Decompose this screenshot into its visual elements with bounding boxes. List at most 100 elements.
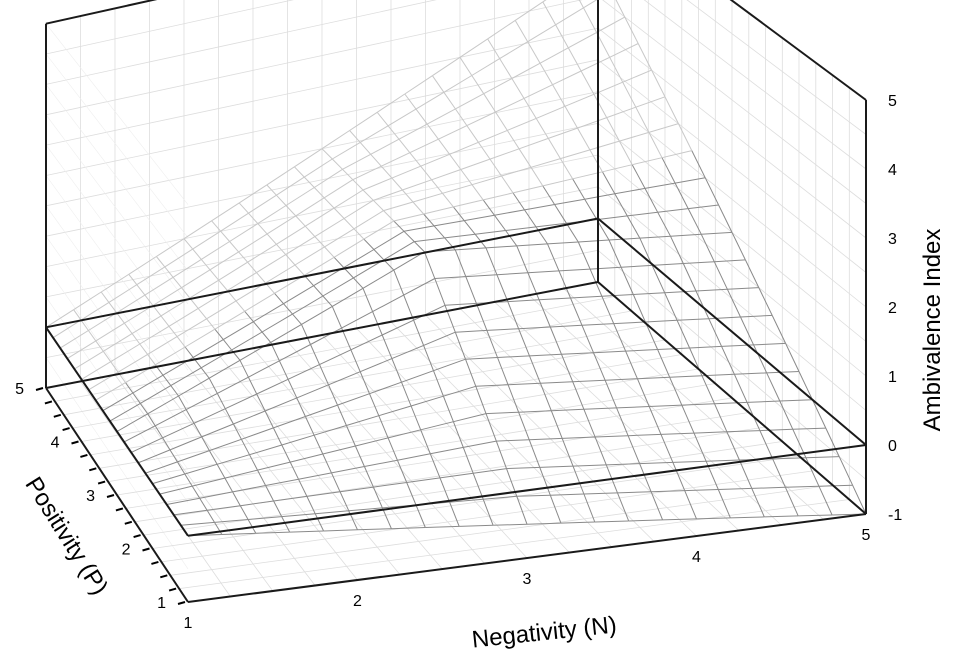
mesh-line	[506, 130, 520, 150]
mesh-line	[139, 325, 170, 345]
mesh-line	[238, 251, 248, 263]
mesh-line	[483, 93, 496, 113]
mesh-line	[486, 330, 498, 358]
mesh-line	[727, 287, 759, 290]
back-wall-gridline	[45, 249, 599, 358]
mesh-line	[496, 272, 528, 276]
mesh-line	[319, 364, 329, 386]
mesh-line	[383, 241, 415, 261]
mesh-line	[568, 32, 597, 49]
mesh-line	[306, 496, 316, 514]
mesh-line	[714, 403, 728, 433]
mesh-line	[184, 328, 216, 348]
mesh-line	[313, 434, 324, 455]
mesh-line	[346, 415, 379, 426]
mesh-line	[322, 453, 332, 474]
mesh-line	[200, 367, 210, 379]
mesh-line	[273, 500, 283, 517]
mesh-line	[341, 311, 373, 329]
mesh-line	[328, 371, 361, 386]
mesh-line	[402, 189, 414, 203]
mesh-line	[232, 423, 242, 440]
mesh-line	[415, 108, 428, 125]
mesh-line	[695, 290, 710, 319]
mesh-line	[281, 516, 291, 533]
mesh-line	[74, 350, 104, 370]
mesh-line	[321, 130, 350, 150]
mesh-line	[266, 166, 295, 186]
mesh-line	[130, 437, 163, 453]
mesh-line	[373, 230, 405, 250]
mesh-line	[539, 62, 554, 85]
mesh-line	[199, 497, 208, 511]
mesh-line	[287, 379, 298, 399]
mesh-line	[313, 285, 324, 297]
mesh-line	[675, 177, 706, 184]
left-wall-gridline	[45, 84, 189, 271]
mesh-line	[518, 148, 532, 168]
mesh-line	[465, 276, 477, 304]
mesh-line	[639, 461, 673, 465]
mesh-line	[542, 178, 573, 187]
mesh-line	[52, 319, 82, 339]
mesh-line	[110, 343, 141, 363]
mesh-line	[483, 78, 513, 95]
y-tick-mark	[97, 480, 106, 485]
z-tick-label: 5	[888, 93, 897, 110]
mesh-line	[648, 123, 679, 133]
mesh-line	[208, 450, 218, 465]
mesh-line	[818, 486, 833, 516]
mesh-line	[315, 510, 349, 515]
mesh-line	[328, 384, 338, 406]
mesh-line	[199, 491, 233, 499]
mesh-line	[838, 456, 854, 486]
floor-gridline	[72, 325, 649, 429]
mesh-line	[695, 288, 728, 292]
mesh-line	[560, 149, 591, 160]
mesh-line	[238, 233, 268, 253]
mesh-line	[714, 401, 748, 405]
mesh-line	[485, 413, 497, 442]
back-wall-gridline	[45, 0, 583, 116]
mesh-line	[464, 214, 495, 222]
mesh-line	[214, 519, 249, 523]
mesh-line	[619, 131, 650, 142]
mesh-line	[536, 105, 566, 119]
z-tick-label: 4	[888, 162, 897, 179]
mesh-line	[507, 301, 520, 329]
mesh-line	[609, 43, 639, 58]
mesh-line	[482, 499, 494, 526]
mesh-line	[295, 197, 325, 217]
mesh-line	[555, 24, 569, 49]
mesh-line	[248, 360, 280, 378]
mesh-line	[708, 316, 741, 320]
mesh-line	[266, 215, 296, 235]
mesh-line	[764, 515, 799, 518]
mesh-line	[459, 57, 473, 76]
mesh-line	[560, 521, 595, 524]
mesh-line	[412, 201, 424, 215]
mesh-line	[206, 318, 216, 330]
mesh-line	[173, 509, 208, 516]
frame-edge	[187, 513, 867, 603]
mesh-line	[516, 494, 551, 497]
mesh-line	[169, 449, 178, 463]
mesh-line	[244, 292, 275, 312]
mesh-line	[601, 171, 616, 195]
mesh-line	[208, 359, 241, 379]
mesh-line	[561, 352, 594, 355]
mesh-line	[538, 299, 551, 328]
mesh-line	[535, 118, 549, 139]
mesh-line	[391, 344, 424, 360]
mesh-line	[349, 111, 378, 131]
mesh-line	[444, 302, 477, 306]
mesh-line	[224, 477, 234, 493]
mesh-line	[669, 375, 703, 378]
mesh-line	[433, 370, 444, 397]
z-tick-label: 0	[888, 438, 897, 455]
mesh-line	[516, 245, 529, 273]
mesh-line	[785, 343, 800, 372]
mesh-line	[554, 198, 585, 205]
mesh-line	[206, 510, 215, 523]
left-wall-gridline	[45, 205, 189, 404]
